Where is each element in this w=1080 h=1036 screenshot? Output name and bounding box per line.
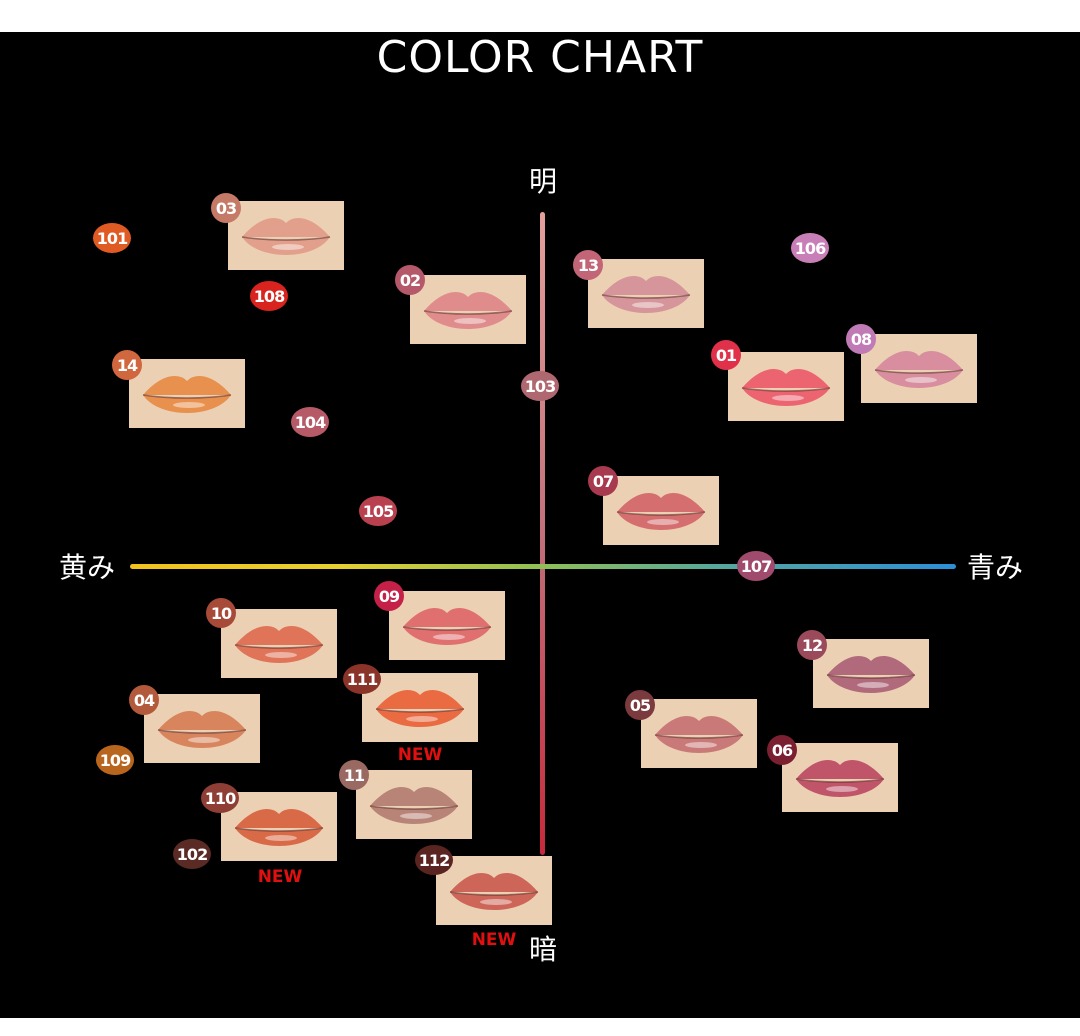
new-label-110: NEW [257, 867, 303, 887]
lip-swatch-02 [410, 275, 526, 344]
lips-icon [402, 607, 492, 645]
shade-badge-02: 02 [395, 265, 425, 295]
shade-badge-06: 06 [767, 735, 797, 765]
shade-badge-14: 14 [112, 350, 142, 380]
shade-badge-109: 109 [96, 745, 134, 775]
lip-swatch-11 [356, 770, 472, 839]
lip-swatch-112 [436, 856, 552, 925]
lip-swatch-12 [813, 639, 929, 708]
axis-label-bright: 明 [528, 165, 558, 198]
lip-swatch-05 [641, 699, 757, 768]
shade-badge-102: 102 [173, 839, 211, 869]
lip-swatch-08 [861, 334, 977, 403]
lip-swatch-13 [588, 259, 704, 328]
new-label-111: NEW [397, 745, 443, 765]
shade-badge-108: 108 [250, 281, 288, 311]
lip-swatch-111 [362, 673, 478, 742]
lips-icon [826, 655, 916, 693]
lips-icon [654, 715, 744, 753]
lips-icon [234, 625, 324, 663]
shade-badge-13: 13 [573, 250, 603, 280]
lip-swatch-04 [144, 694, 260, 763]
shade-badge-111: 111 [343, 664, 381, 694]
shade-badge-09: 09 [374, 581, 404, 611]
lip-swatch-110 [221, 792, 337, 861]
lip-swatch-07 [603, 476, 719, 545]
axis-label-yellowish: 黄み [58, 551, 116, 584]
shade-badge-05: 05 [625, 690, 655, 720]
shade-badge-105: 105 [359, 496, 397, 526]
shade-badge-112: 112 [415, 845, 453, 875]
shade-badge-110: 110 [201, 783, 239, 813]
shade-badge-12: 12 [797, 630, 827, 660]
lip-swatch-01 [728, 352, 844, 421]
shade-badge-03: 03 [211, 193, 241, 223]
axis-label-bluish: 青み [966, 551, 1024, 584]
lips-icon [241, 217, 331, 255]
lips-icon [874, 350, 964, 388]
lip-swatch-10 [221, 609, 337, 678]
lips-icon [142, 375, 232, 413]
brightness-axis [540, 212, 545, 855]
tone-axis [130, 564, 956, 569]
shade-badge-08: 08 [846, 324, 876, 354]
lips-icon [423, 291, 513, 329]
shade-badge-106: 106 [791, 233, 829, 263]
new-label-112: NEW [471, 930, 517, 950]
lip-swatch-06 [782, 743, 898, 812]
lips-icon [741, 368, 831, 406]
lip-swatch-14 [129, 359, 245, 428]
lips-icon [601, 275, 691, 313]
shade-badge-01: 01 [711, 340, 741, 370]
shade-badge-101: 101 [93, 223, 131, 253]
shade-badge-07: 07 [588, 466, 618, 496]
shade-badge-103: 103 [521, 371, 559, 401]
lips-icon [157, 710, 247, 748]
page-title: COLOR CHART [376, 32, 704, 83]
lips-icon [369, 786, 459, 824]
lips-icon [234, 808, 324, 846]
shade-badge-107: 107 [737, 551, 775, 581]
lips-icon [449, 872, 539, 910]
shade-badge-104: 104 [291, 407, 329, 437]
lips-icon [795, 759, 885, 797]
axis-label-dark: 暗 [528, 933, 558, 966]
lip-swatch-03 [228, 201, 344, 270]
lip-swatch-09 [389, 591, 505, 660]
shade-badge-11: 11 [339, 760, 369, 790]
lips-icon [375, 689, 465, 727]
lips-icon [616, 492, 706, 530]
shade-badge-04: 04 [129, 685, 159, 715]
shade-badge-10: 10 [206, 598, 236, 628]
